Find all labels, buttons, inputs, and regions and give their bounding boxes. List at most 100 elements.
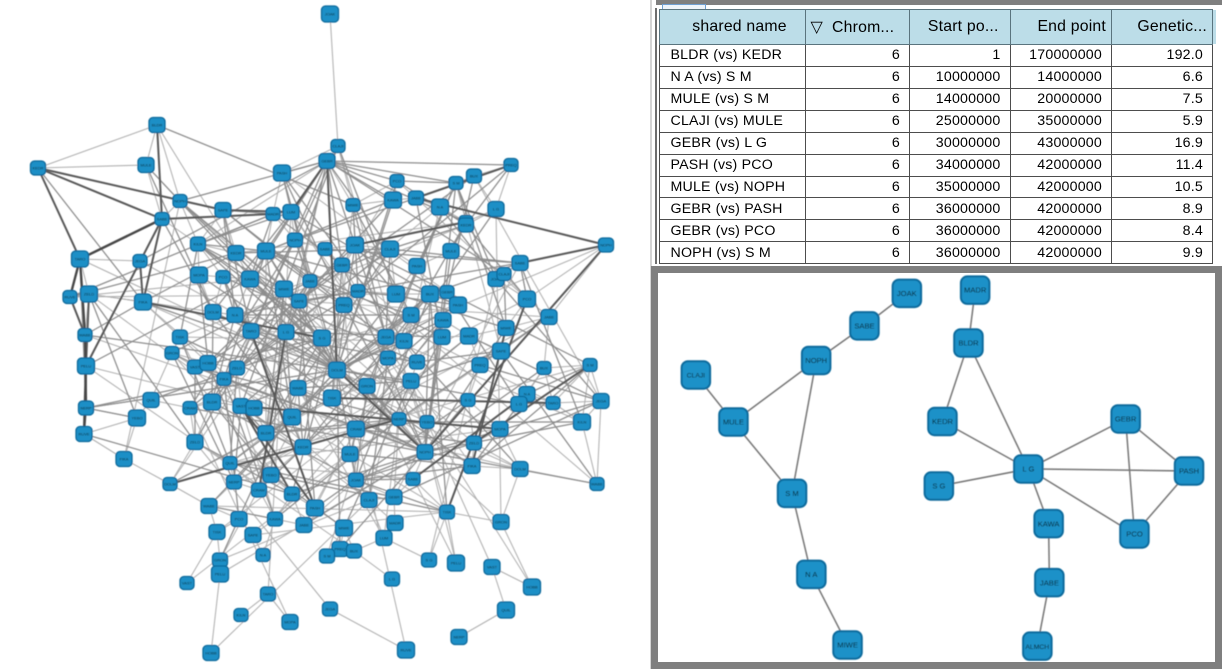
svg-text:MULE: MULE: [260, 249, 271, 254]
svg-text:SAFE: SAFE: [218, 208, 229, 213]
svg-text:GEBR: GEBR: [336, 263, 347, 268]
svg-text:KEDR: KEDR: [460, 223, 471, 228]
svg-text:NOPH: NOPH: [805, 356, 827, 365]
svg-text:DOLM: DOLM: [207, 310, 219, 315]
svg-text:RUVE: RUVE: [78, 432, 89, 437]
svg-text:KEDR: KEDR: [297, 445, 308, 450]
svg-text:L G: L G: [516, 402, 522, 407]
svg-text:CLAJI: CLAJI: [364, 498, 375, 503]
svg-text:PELU: PELU: [406, 379, 417, 384]
svg-text:YEBO: YEBO: [131, 416, 142, 421]
svg-text:S M: S M: [452, 181, 459, 186]
svg-text:MOPA: MOPA: [494, 427, 506, 432]
svg-text:PELU: PELU: [451, 561, 462, 566]
svg-text:NOPH: NOPH: [600, 243, 612, 248]
svg-text:GRON: GRON: [495, 520, 507, 525]
svg-text:KEDR: KEDR: [32, 166, 43, 171]
svg-text:BLDR: BLDR: [207, 400, 218, 405]
svg-text:KAWA: KAWA: [437, 318, 449, 323]
svg-text:WABE: WABE: [203, 504, 215, 509]
svg-text:PASH: PASH: [1179, 467, 1199, 476]
svg-text:PREQ: PREQ: [334, 547, 345, 552]
svg-text:CRAM: CRAM: [350, 427, 362, 432]
svg-text:NERP: NERP: [80, 406, 91, 411]
svg-text:JOAK: JOAK: [351, 478, 362, 483]
svg-text:PCO: PCO: [219, 275, 228, 280]
svg-text:PASH: PASH: [310, 506, 321, 511]
svg-text:TARO: TARO: [548, 401, 559, 406]
svg-text:MULE: MULE: [723, 418, 744, 427]
svg-text:YEBO: YEBO: [265, 473, 276, 478]
svg-text:NERP: NERP: [393, 417, 404, 422]
svg-text:GEBR: GEBR: [321, 159, 332, 164]
svg-text:MADR: MADR: [267, 212, 279, 217]
svg-text:SABE: SABE: [854, 322, 874, 331]
svg-text:S M: S M: [407, 313, 414, 318]
svg-text:MADR: MADR: [964, 286, 987, 295]
svg-text:YEBO: YEBO: [421, 420, 432, 425]
svg-text:QUIL: QUIL: [287, 415, 297, 420]
svg-text:WABE: WABE: [591, 482, 603, 487]
svg-text:GRON: GRON: [166, 351, 178, 356]
svg-text:S M: S M: [586, 363, 593, 368]
svg-text:JEGA: JEGA: [596, 399, 607, 404]
svg-text:TISK: TISK: [443, 510, 452, 515]
svg-text:WABE: WABE: [292, 386, 304, 391]
svg-text:RUVE: RUVE: [400, 648, 411, 653]
svg-text:WABE: WABE: [79, 333, 91, 338]
svg-text:JEGA: JEGA: [135, 259, 146, 264]
svg-text:KAWA: KAWA: [387, 198, 399, 203]
svg-text:MOPA: MOPA: [382, 356, 394, 361]
svg-text:BLDR: BLDR: [261, 431, 272, 436]
svg-text:BUX: BUX: [426, 292, 435, 297]
svg-text:PCO: PCO: [393, 179, 402, 184]
svg-text:NOPH: NOPH: [289, 238, 301, 243]
svg-text:PCO: PCO: [1126, 530, 1143, 539]
svg-text:KAWA: KAWA: [1038, 519, 1061, 528]
svg-text:MIWE: MIWE: [348, 203, 359, 208]
svg-text:SABE: SABE: [515, 261, 526, 266]
svg-text:QUIL: QUIL: [501, 608, 511, 613]
svg-text:FIKA: FIKA: [120, 457, 129, 462]
svg-text:NOPH: NOPH: [174, 199, 186, 204]
svg-text:VAST: VAST: [182, 581, 193, 586]
svg-text:JEGA: JEGA: [381, 335, 392, 340]
svg-text:N A: N A: [232, 313, 239, 318]
svg-text:PCO: PCO: [235, 517, 244, 522]
svg-text:KILN: KILN: [578, 420, 587, 425]
svg-text:S G: S G: [465, 398, 472, 403]
svg-text:CLAJI: CLAJI: [499, 272, 510, 277]
svg-text:PCO: PCO: [523, 297, 532, 302]
svg-text:CLAJI: CLAJI: [333, 144, 344, 149]
svg-text:MADR: MADR: [463, 334, 475, 339]
svg-text:MULE: MULE: [344, 452, 355, 457]
svg-text:JABE: JABE: [411, 196, 421, 201]
svg-text:KAWA: KAWA: [269, 517, 281, 522]
svg-text:ZELD: ZELD: [232, 366, 242, 371]
svg-text:MULE: MULE: [140, 163, 151, 168]
svg-text:KILN: KILN: [237, 613, 246, 618]
svg-text:BLDR: BLDR: [958, 339, 979, 348]
svg-text:L G: L G: [1022, 465, 1034, 474]
svg-text:N A: N A: [437, 205, 444, 210]
svg-text:GRON: GRON: [361, 384, 373, 389]
svg-text:KILN: KILN: [400, 339, 409, 344]
svg-text:MULE: MULE: [445, 249, 456, 254]
svg-text:VAST: VAST: [190, 365, 201, 370]
svg-text:JABE: JABE: [544, 315, 554, 320]
svg-text:SAFE: SAFE: [294, 299, 305, 304]
svg-text:HOBB: HOBB: [205, 651, 217, 656]
svg-text:JOAK: JOAK: [491, 277, 502, 282]
svg-text:KEDR: KEDR: [932, 417, 954, 426]
svg-text:KILN: KILN: [194, 242, 203, 247]
svg-text:S G: S G: [932, 482, 945, 491]
svg-text:HOBB: HOBB: [248, 406, 260, 411]
svg-text:TARO: TARO: [263, 592, 274, 597]
svg-text:FIKA: FIKA: [468, 464, 477, 469]
svg-text:TARO: TARO: [246, 329, 257, 334]
svg-text:NOPH: NOPH: [419, 450, 431, 455]
svg-text:MOPA: MOPA: [193, 273, 205, 278]
svg-text:L G: L G: [389, 577, 395, 582]
svg-text:BLDR: BLDR: [287, 492, 298, 497]
svg-text:JEGA: JEGA: [325, 607, 336, 612]
